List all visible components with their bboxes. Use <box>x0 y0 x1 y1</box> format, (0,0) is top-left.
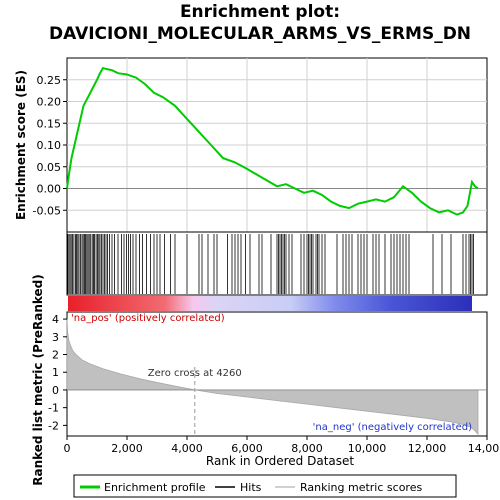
metric-y-ticks: -2 -1 0 1 2 3 4 <box>48 313 67 432</box>
es-y-tick-label: 0.25 <box>37 74 62 87</box>
metric-area <box>66 319 479 436</box>
es-y-tick-label: 0.10 <box>37 139 62 152</box>
x-tick-label: 14,000 <box>468 442 500 455</box>
metric-y-tick-label: 3 <box>52 331 59 344</box>
metric-y-tick-label: 2 <box>52 349 59 362</box>
legend-hits-label: Hits <box>240 481 262 494</box>
hits-group <box>67 234 474 294</box>
es-y-tick-label: -0.05 <box>33 204 61 217</box>
metric-y-tick-label: -2 <box>48 419 59 432</box>
metric-y-axis-label: Ranked list metric (PreRanked) <box>31 274 45 486</box>
metric-y-tick-label: 0 <box>52 384 59 397</box>
zero-cross-label: Zero cross at 4260 <box>148 368 242 379</box>
x-tick-label: 12,000 <box>408 442 447 455</box>
chart-title-line2: DAVICIONI_MOLECULAR_ARMS_VS_ERMS_DN <box>49 24 471 44</box>
es-line-group <box>66 66 479 216</box>
legend: Enrichment profile Hits Ranking metric s… <box>73 474 457 498</box>
metric-panel: -2 -1 0 1 2 3 4 0 2,000 4,000 6,000 8,000 10,000 12,… <box>31 274 500 486</box>
colorbar-gradient <box>68 296 472 311</box>
metric-y-tick-label: 1 <box>52 366 59 379</box>
chart-title-line1: Enrichment plot: <box>180 2 340 22</box>
x-axis-label: Rank in Ordered Dataset <box>206 454 354 468</box>
x-tick-label: 10,000 <box>348 442 387 455</box>
metric-area-group <box>66 319 487 436</box>
x-tick-label: 8,000 <box>291 442 323 455</box>
legend-box <box>73 474 457 498</box>
hits-panel <box>66 231 488 296</box>
legend-metric-label: Ranking metric scores <box>300 481 422 494</box>
x-ticks: 0 2,000 4,000 6,000 8,000 10,000 12,000 14,000 <box>64 436 500 455</box>
metric-y-tick-label: 4 <box>52 313 59 326</box>
es-grid <box>67 58 487 232</box>
es-line <box>66 66 479 216</box>
metric-y-tick-label: -1 <box>48 402 59 415</box>
es-y-ticks: -0.05 0.00 0.05 0.10 0.15 0.20 0.25 <box>33 74 67 217</box>
neg-correlated-label: 'na_neg' (negatively correlated) <box>313 422 472 433</box>
es-y-tick-label: 0.20 <box>37 96 62 109</box>
es-y-tick-label: 0.05 <box>37 161 62 174</box>
legend-es-label: Enrichment profile <box>104 481 206 494</box>
x-tick-label: 6,000 <box>231 442 263 455</box>
x-tick-label: 0 <box>64 442 71 455</box>
es-y-tick-label: 0.00 <box>37 183 62 196</box>
x-tick-label: 4,000 <box>171 442 203 455</box>
x-tick-label: 2,000 <box>111 442 143 455</box>
rank-colorbar <box>68 296 472 311</box>
es-panel: -0.05 0.00 0.05 0.10 0.15 0.20 0.25 Enrichment… <box>14 57 488 233</box>
pos-correlated-label: 'na_pos' (positively correlated) <box>71 313 225 324</box>
es-y-axis-label: Enrichment score (ES) <box>14 70 28 220</box>
es-y-tick-label: 0.15 <box>37 117 62 130</box>
